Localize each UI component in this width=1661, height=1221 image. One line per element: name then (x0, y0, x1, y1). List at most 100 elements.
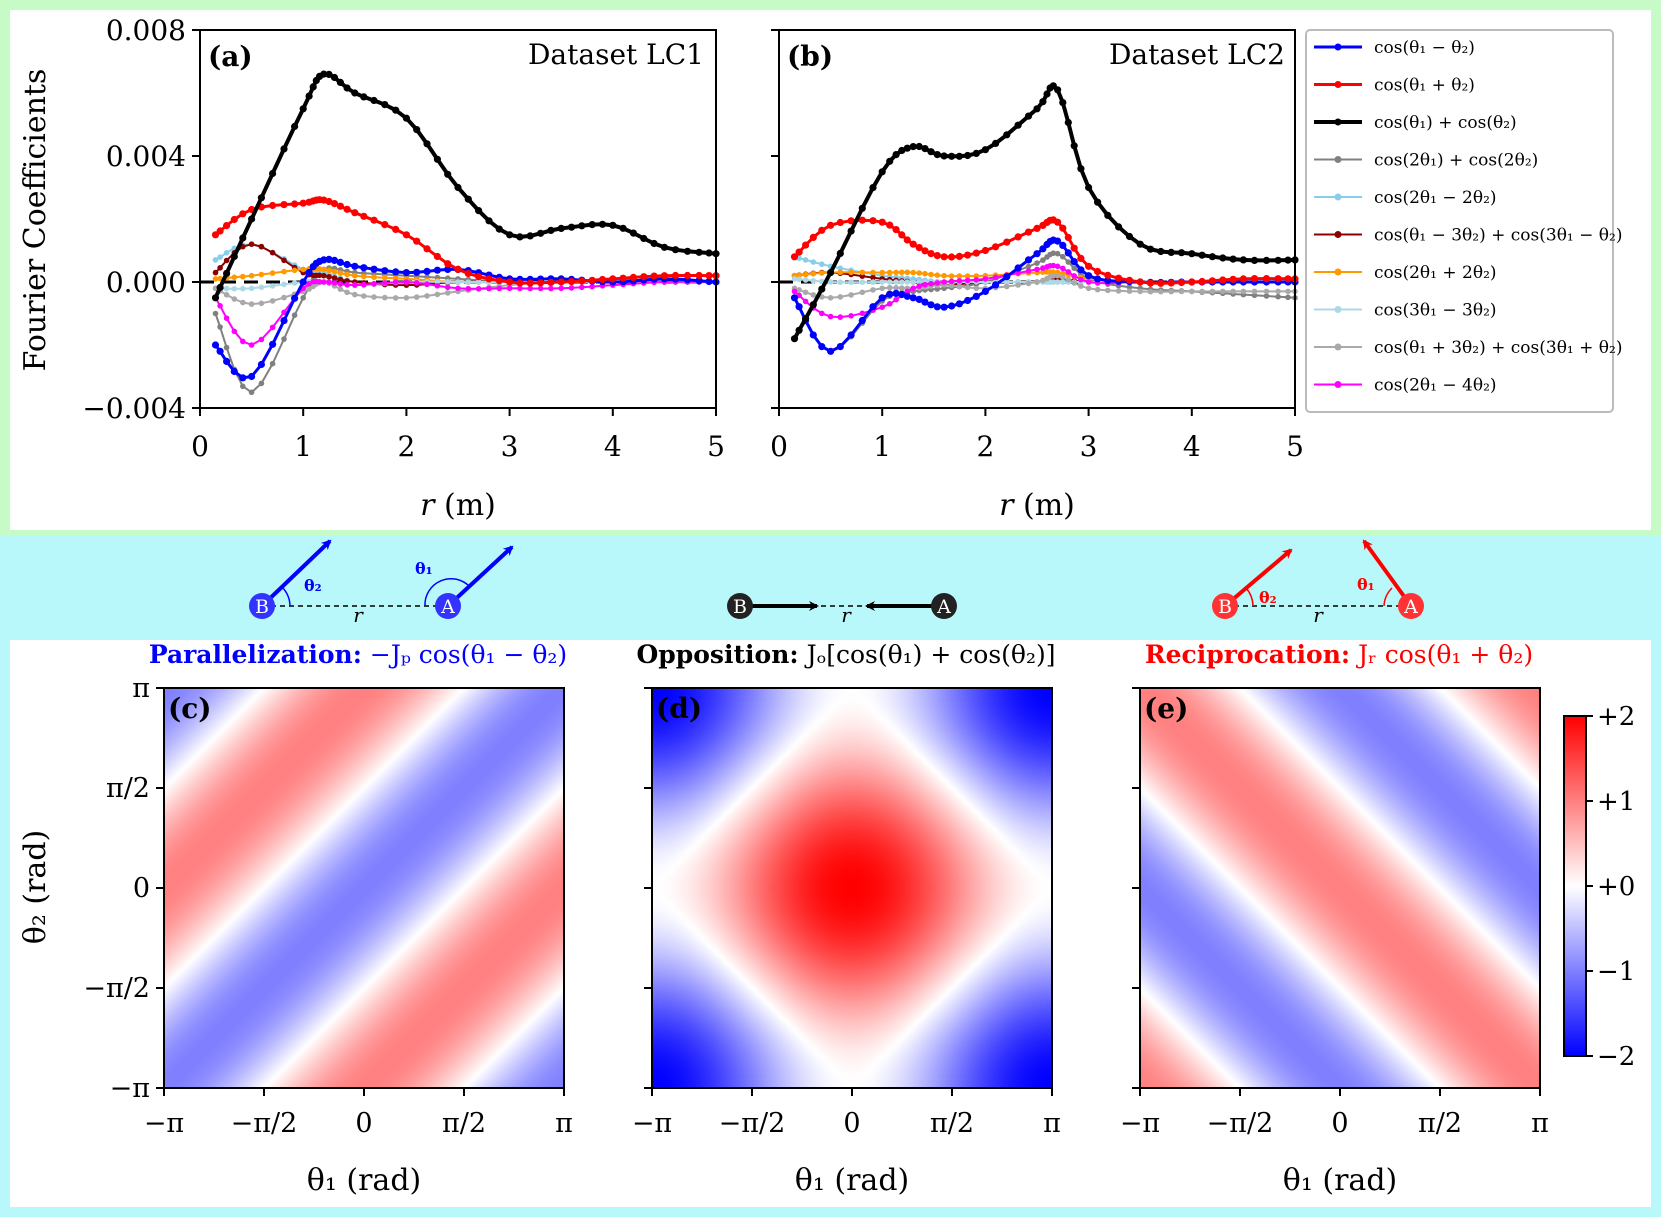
data-point (695, 248, 703, 256)
data-point (1250, 256, 1259, 264)
data-point (269, 283, 276, 289)
data-point (475, 207, 483, 215)
xtick-label: 5 (707, 430, 725, 463)
colorbar: +2 +1 +0 −1 −2 (1563, 702, 1635, 1072)
data-point (1157, 247, 1165, 256)
data-point (299, 199, 307, 207)
legend-marker (1334, 381, 1342, 388)
data-point (802, 289, 809, 296)
data-point (444, 279, 451, 285)
data-point (269, 324, 276, 331)
data-point (1077, 254, 1085, 262)
data-point (1137, 288, 1143, 295)
plot-a-frame (199, 29, 717, 409)
data-point (1050, 250, 1057, 256)
data-point (1015, 270, 1021, 276)
data-point (1025, 268, 1032, 274)
data-point (705, 277, 713, 286)
data-point (837, 269, 844, 276)
heatmap-e-title: Reciprocation: Jᵣ cos(θ₁ + θ₂) (1145, 640, 1533, 669)
data-point (598, 275, 607, 284)
panel-a-dataset: Dataset LC1 (528, 38, 704, 71)
data-point (269, 249, 276, 256)
ytick-label: −π (110, 1073, 150, 1104)
data-point (258, 271, 265, 278)
data-point (827, 221, 835, 229)
legend-item-label: cos(2θ₁ − 4θ₂) (1374, 376, 1497, 396)
data-point (879, 304, 885, 311)
data-point (1167, 279, 1175, 287)
data-point (904, 279, 911, 285)
data-point (1024, 228, 1033, 236)
data-point (392, 225, 400, 233)
data-point (1167, 248, 1175, 256)
plot-b-lines (779, 82, 1299, 355)
data-point (796, 272, 802, 279)
xtick-label: π/2 (442, 1108, 486, 1139)
data-point (1219, 254, 1227, 262)
data-point (1263, 288, 1270, 295)
data-point (1208, 277, 1216, 285)
data-point (898, 231, 906, 239)
data-point (230, 215, 238, 224)
y-axis-label: Fourier Coefficients (18, 69, 53, 372)
data-point (231, 286, 238, 292)
data-point (316, 272, 323, 279)
data-point (1104, 211, 1112, 219)
data-point (893, 279, 899, 285)
data-point (859, 289, 866, 296)
xtick-label: 4 (604, 430, 622, 463)
data-point (465, 285, 472, 292)
data-point (819, 310, 825, 317)
data-point (802, 271, 809, 278)
data-point (695, 277, 703, 285)
data-point (1060, 279, 1066, 285)
data-point (216, 227, 224, 235)
data-point (344, 278, 350, 284)
data-point (413, 294, 420, 300)
data-point (1285, 294, 1291, 301)
data-point (557, 224, 565, 232)
data-point (878, 294, 886, 302)
xtick-label: π (1531, 1108, 1549, 1139)
data-point (909, 294, 917, 302)
data-point (558, 285, 564, 292)
data-point (934, 280, 941, 286)
data-point (258, 243, 265, 250)
data-point (818, 226, 826, 234)
data-point (802, 298, 809, 305)
legend-item-label: cos(2θ₁) + cos(2θ₂) (1374, 151, 1538, 171)
data-point (240, 383, 246, 390)
data-point (795, 326, 803, 334)
data-point (1085, 262, 1093, 270)
data-point (382, 274, 388, 281)
data-point (802, 315, 810, 323)
data-point (1136, 240, 1144, 248)
data-point (1094, 267, 1102, 276)
data-point (981, 246, 990, 255)
data-point (352, 291, 358, 298)
data-point (567, 278, 576, 286)
data-point (423, 267, 431, 275)
data-point (1284, 275, 1292, 283)
data-point (964, 251, 972, 259)
data-point (280, 201, 288, 209)
colorbar-gradient (1563, 715, 1587, 1057)
data-point (337, 270, 344, 276)
data-point (619, 224, 627, 232)
data-point (1003, 131, 1011, 139)
data-point (1071, 273, 1077, 279)
data-point (537, 229, 545, 237)
data-point (454, 183, 462, 192)
data-point (1229, 255, 1237, 263)
data-point (325, 255, 333, 263)
y-axis-a: 0.008 0.004 0.000 −0.004 (82, 14, 200, 425)
data-point (819, 261, 825, 268)
data-point (330, 73, 339, 82)
data-point (940, 253, 948, 261)
xtick-label: 4 (1183, 430, 1201, 463)
data-point (485, 217, 493, 225)
data-point (809, 331, 817, 339)
data-point (827, 313, 834, 320)
data-point (933, 151, 941, 159)
